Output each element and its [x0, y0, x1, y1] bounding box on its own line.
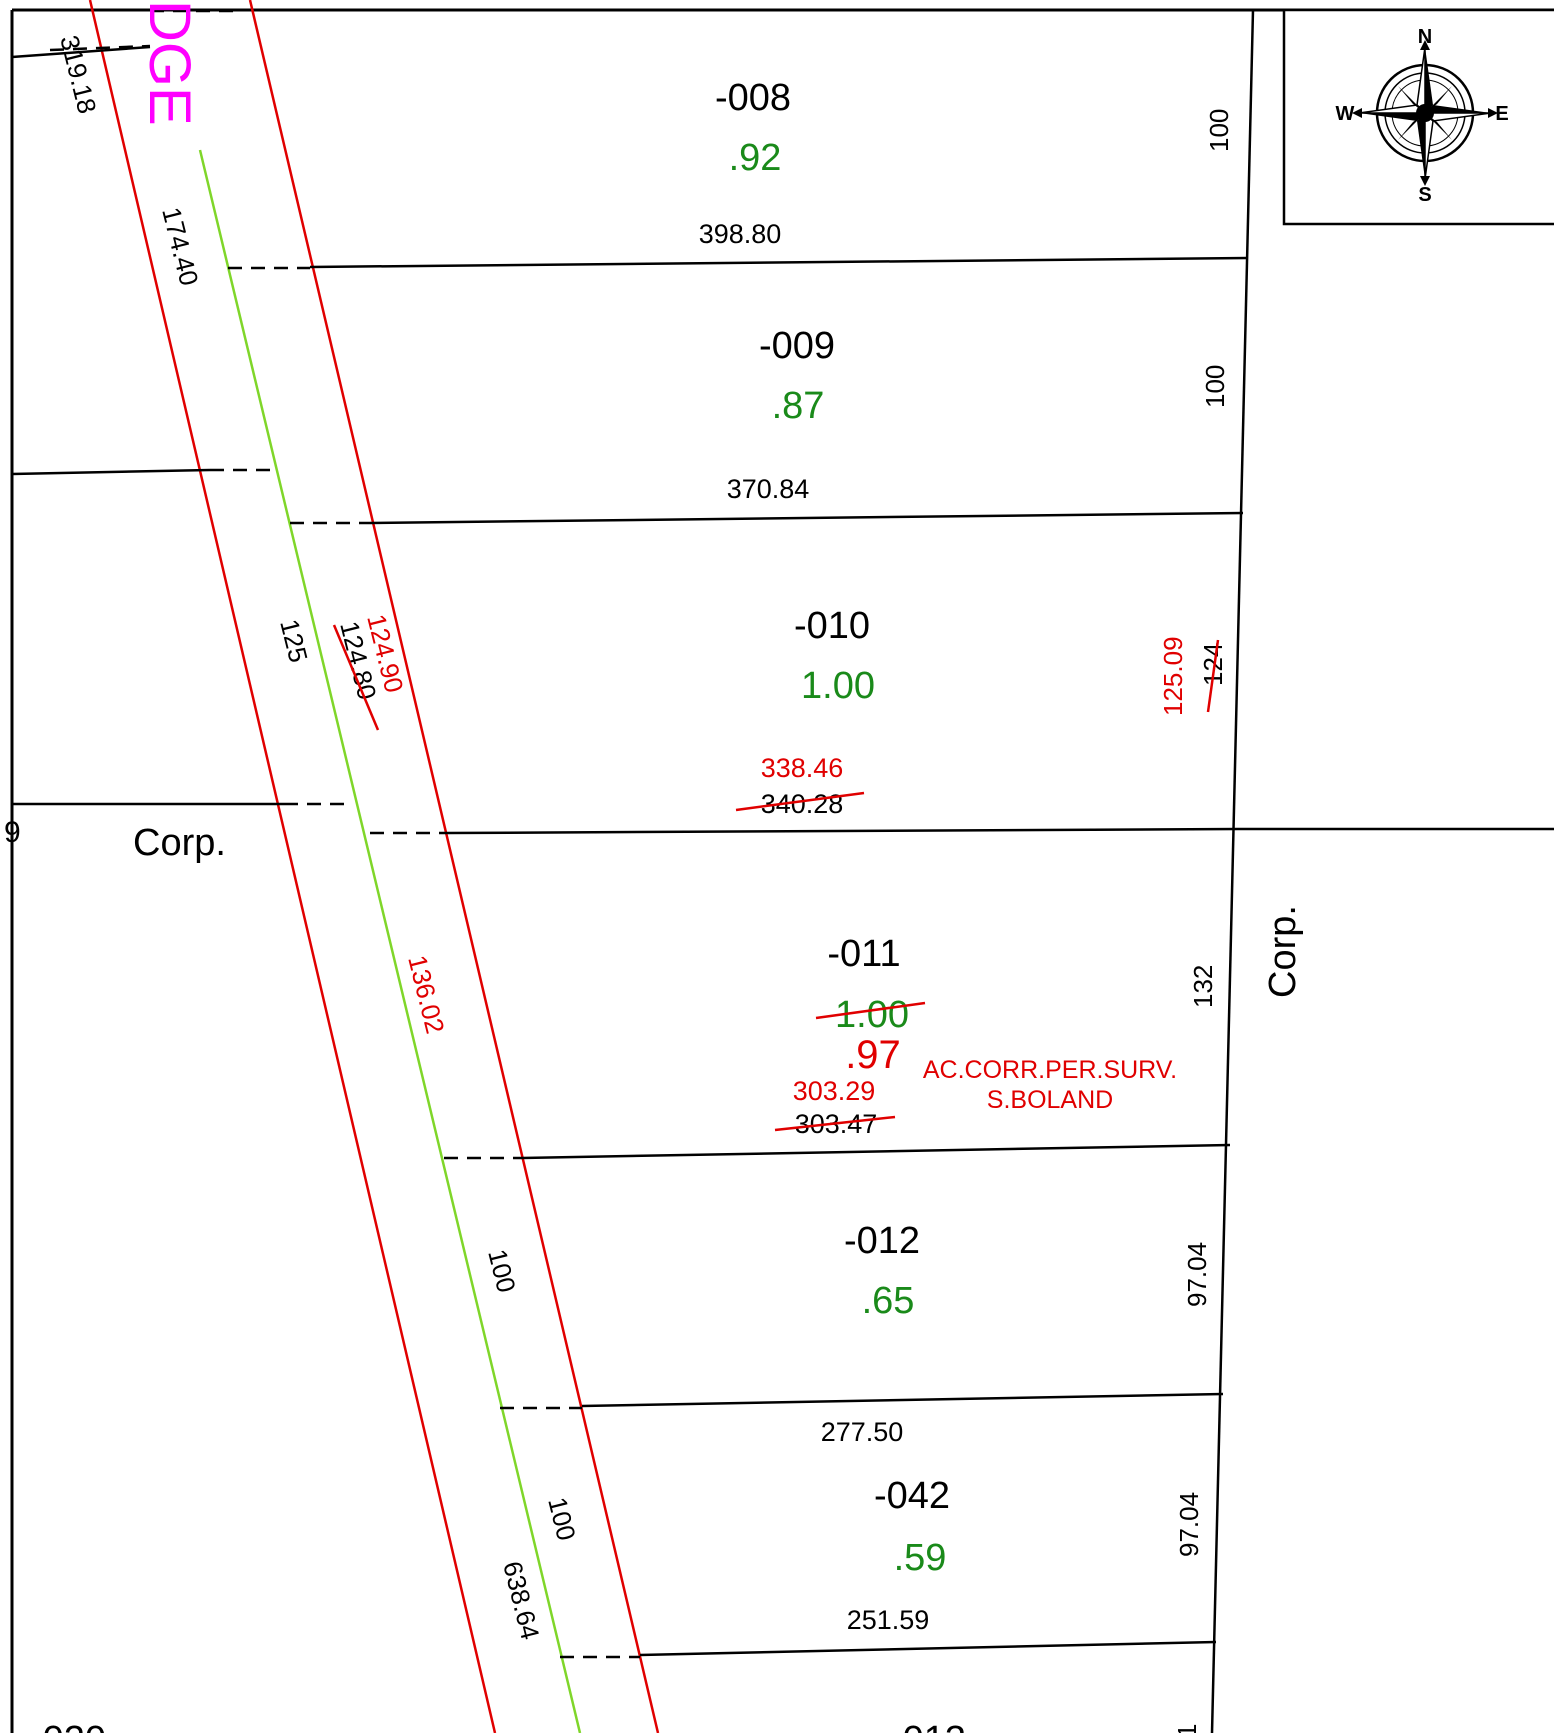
- parcel-right-dim: 100: [1200, 365, 1230, 408]
- parcel-acreage: .87: [772, 385, 825, 427]
- strike-bottom-dim-old: [774, 1115, 896, 1132]
- road-centerline: [198, 149, 582, 1733]
- parcel-acreage-new: .97: [845, 1033, 901, 1077]
- parcel-bottom-dim: 398.80: [699, 219, 782, 249]
- parcel-acreage: 1.00: [801, 665, 875, 707]
- parcel-right-dim: 97.04: [1182, 1242, 1212, 1307]
- west-parcel-lines: [11, 45, 1554, 831]
- strike-acreage-old: [815, 1001, 926, 1020]
- strike-bottom-dim-old: [735, 791, 865, 812]
- row-dashed-lines: [49, 9, 640, 1659]
- corp-label-right: Corp.: [1262, 905, 1304, 998]
- parcel-right-dim-new: 125.09: [1158, 636, 1188, 716]
- parcel-012: -012 .65 277.50 97.04: [821, 1220, 1212, 1447]
- bottom-right-dim-fragment: 1: [1172, 1724, 1202, 1733]
- road-dim-100-b: 100: [542, 1494, 582, 1543]
- parcel-acreage-old: 1.00: [835, 994, 909, 1036]
- road-dim-638-64: 638.64: [497, 1558, 545, 1642]
- parcel-id: -012: [844, 1220, 920, 1262]
- parcel-right-dim: 132: [1188, 965, 1218, 1008]
- parcel-acreage: .92: [729, 137, 782, 179]
- road-dim-319-18: 319.18: [54, 32, 102, 116]
- parcel-boundary-lines: [309, 256, 1249, 1657]
- parcel-bottom-dim: 370.84: [727, 474, 810, 504]
- parcel-011: -011 1.00 .97 AC.CORR.PER.SURV. S.BOLAND…: [774, 933, 1218, 1139]
- bottom-left-parcel-fragment: -020: [30, 1719, 106, 1733]
- parcel-009: -009 .87 370.84 100: [727, 325, 1230, 504]
- parcel-bottom-dim: 277.50: [821, 1417, 904, 1447]
- strike-road-dim-old: [332, 624, 380, 731]
- strike-right-dim-old: [1206, 639, 1220, 713]
- east-boundary-line: [1210, 9, 1255, 1733]
- parcel-acreage: .59: [894, 1537, 947, 1579]
- parcel-id: -010: [794, 605, 870, 647]
- compass-west-label: W: [1336, 103, 1355, 125]
- parcel-bottom-dim-new: 303.29: [793, 1076, 876, 1106]
- bottom-center-parcel-fragment: -013: [890, 1719, 966, 1733]
- parcel-id: -009: [759, 325, 835, 367]
- parcel-id: -008: [715, 77, 791, 119]
- parcel-right-dim: 97.04: [1174, 1492, 1204, 1557]
- road-dim-174-40: 174.40: [156, 204, 204, 288]
- right-of-way-lines: [88, 0, 660, 1733]
- parcel-id: -011: [827, 933, 900, 975]
- parcel-id: -042: [874, 1475, 950, 1517]
- parcel-042: -042 .59 251.59 97.04: [847, 1475, 1204, 1635]
- parcel-bottom-dim: 251.59: [847, 1605, 930, 1635]
- parcel-note-line2: S.BOLAND: [987, 1086, 1113, 1114]
- parcel-note-line1: AC.CORR.PER.SURV.: [923, 1056, 1177, 1084]
- map-frame: [10, 8, 1554, 1733]
- parcel-bottom-dim-new: 338.46: [761, 753, 844, 783]
- parcel-008: -008 .92 398.80 100: [699, 77, 1234, 249]
- compass-east-label: E: [1495, 103, 1508, 125]
- compass-south-label: S: [1418, 184, 1431, 206]
- compass-north-label: N: [1418, 26, 1432, 48]
- parcel-left-dim: 125: [274, 616, 314, 665]
- road-dim-100-a: 100: [482, 1246, 522, 1295]
- corp-label-edge-fragment: 9: [4, 816, 21, 849]
- parcel-acreage: .65: [862, 1280, 915, 1322]
- road-name-label: DGE: [137, 0, 202, 126]
- compass-rose: N S W E: [1282, 8, 1554, 226]
- corp-label-left: Corp.: [133, 822, 226, 864]
- parcel-right-dim: 100: [1204, 109, 1234, 152]
